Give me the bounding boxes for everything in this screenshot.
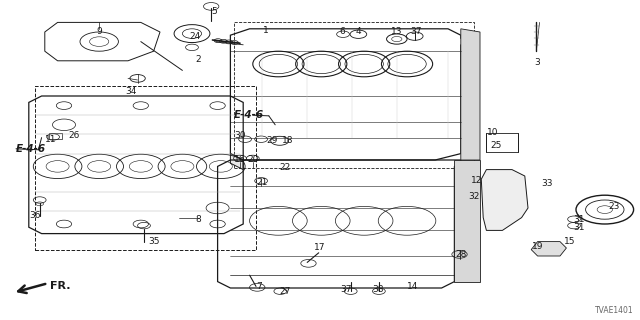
Text: 5: 5 [212,7,217,16]
Text: 34: 34 [125,87,137,96]
Text: 2: 2 [196,55,201,64]
Text: 37: 37 [410,28,422,36]
Bar [35,86,256,250]
Text: 18: 18 [282,136,294,145]
Text: 38: 38 [372,285,383,294]
Text: E-4-6: E-4-6 [234,110,264,120]
Text: 21: 21 [257,178,268,187]
Text: 36: 36 [29,212,41,220]
Text: 35: 35 [148,237,159,246]
Text: 13: 13 [391,28,403,36]
Text: 11: 11 [45,135,57,144]
Text: E-4-6: E-4-6 [16,144,46,154]
Text: 28: 28 [455,250,467,259]
Text: 14: 14 [407,282,419,291]
Text: 16: 16 [234,156,246,164]
Text: 7: 7 [257,282,262,291]
Text: 22: 22 [279,164,291,172]
Text: 15: 15 [564,237,575,246]
Text: 29: 29 [266,136,278,145]
Text: 19: 19 [532,242,543,251]
Polygon shape [230,154,243,170]
Polygon shape [461,29,480,160]
Text: 31: 31 [573,223,585,232]
Text: 4: 4 [356,28,361,36]
Text: 37: 37 [340,285,351,294]
Text: 3: 3 [535,58,540,67]
Polygon shape [481,170,528,230]
Text: 12: 12 [471,176,483,185]
Text: 1: 1 [263,26,268,35]
Text: 32: 32 [468,192,479,201]
Text: TVAE1401: TVAE1401 [595,306,634,315]
Text: 27: 27 [279,287,291,296]
Text: FR.: FR. [50,281,70,292]
Text: 30: 30 [234,132,246,140]
Text: 9: 9 [97,28,102,36]
Bar [234,22,474,168]
Text: 31: 31 [573,215,585,224]
Text: 33: 33 [541,180,553,188]
Bar [49,133,62,139]
Text: 24: 24 [189,32,201,41]
Text: 8: 8 [196,215,201,224]
Bar [486,133,518,152]
Text: 26: 26 [68,132,79,140]
Polygon shape [454,160,480,282]
Text: 25: 25 [490,141,502,150]
Text: 10: 10 [487,128,499,137]
Text: 23: 23 [609,202,620,211]
Text: 20: 20 [247,156,259,164]
Text: 6: 6 [340,28,345,36]
Polygon shape [531,242,566,256]
Text: 17: 17 [314,244,326,252]
